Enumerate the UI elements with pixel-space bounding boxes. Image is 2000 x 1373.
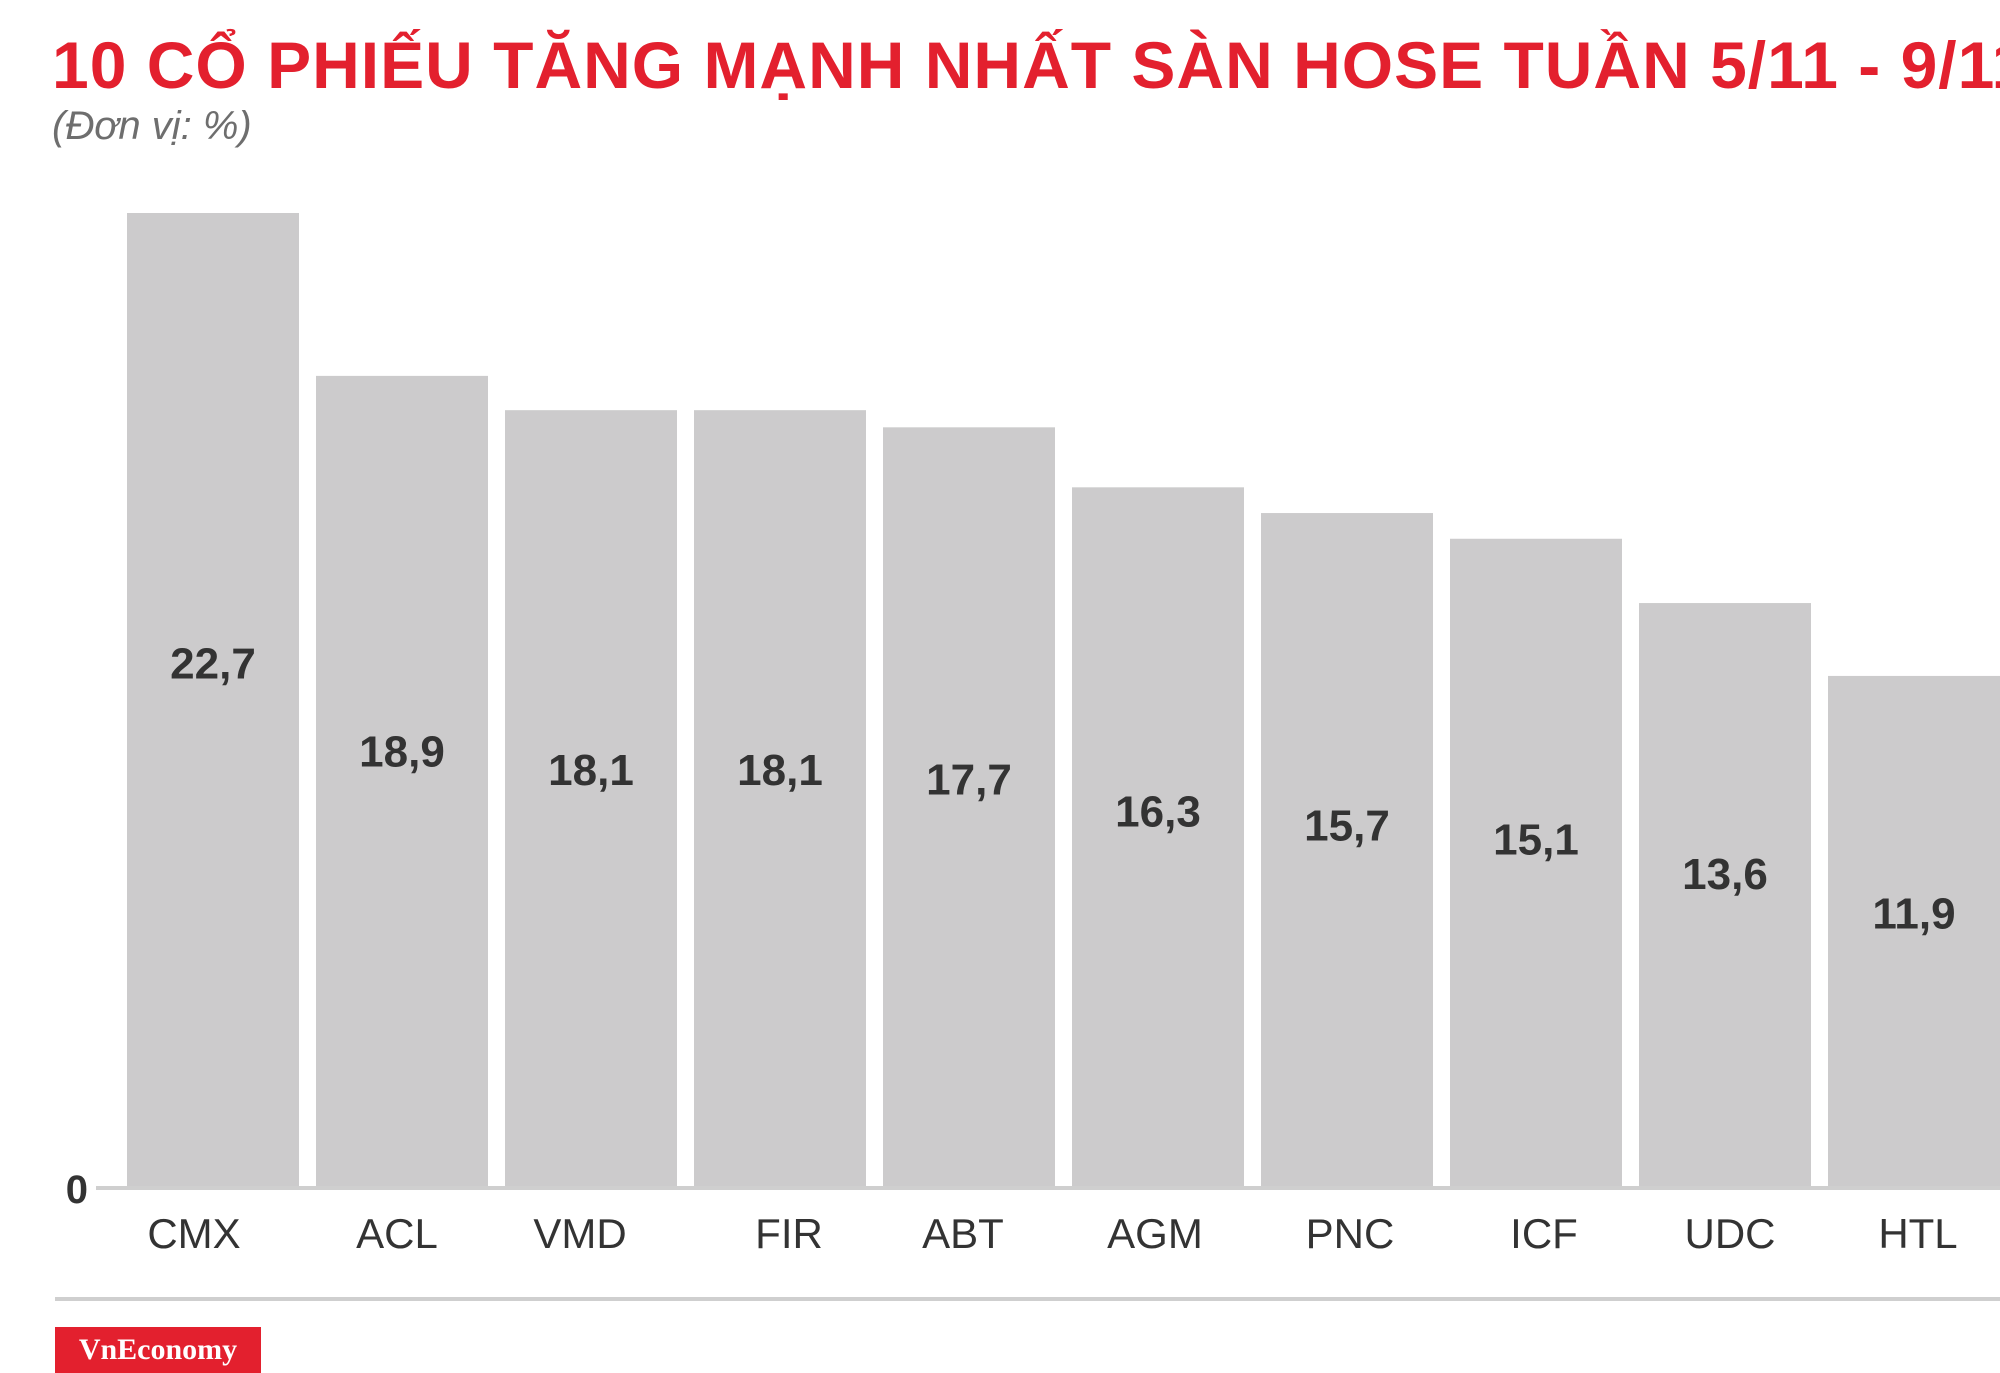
x-axis-category-label: AGM [1107,1210,1203,1257]
bar-value-label: 13,6 [1682,850,1768,899]
bar-htl [1828,675,2000,1186]
bar-value-label: 17,7 [926,755,1012,804]
bar-abt [883,427,1055,1187]
bar-value-label: 16,3 [1115,788,1201,837]
bar-vmd [505,410,677,1186]
bar-value-label: 18,1 [737,746,823,795]
bar-value-label: 18,1 [548,746,634,795]
bar-agm [1072,487,1244,1186]
bar-value-label: 18,9 [359,728,445,777]
x-axis-category-label: CMX [147,1210,240,1257]
x-axis-category-label: FIR [755,1210,823,1257]
footer-divider [55,1297,2000,1301]
bar-value-label: 15,7 [1304,802,1390,851]
labels-layer: 22,7 CMX 18,9 ACL 18,1 VMD 18,1 FIR 17,7 ABT 16,3 A… [147,640,1957,1257]
bar-value-label: 22,7 [170,640,256,689]
x-axis-category-label: UDC [1685,1210,1776,1257]
bar-value-label: 15,1 [1493,815,1579,864]
bar-acl [316,375,488,1186]
bar-value-label: 11,9 [1872,890,1955,939]
chart-title: 10 CỔ PHIẾU TĂNG MẠNH NHẤT SÀN HOSE TUẦN… [52,28,2000,102]
bar-fir [694,410,866,1186]
x-axis-category-label: ABT [922,1210,1004,1257]
bar-icf [1450,538,1622,1186]
chart-unit-label: (Đơn vị: %) [52,104,252,148]
bar-chart: 0 22,7 CMX 18,9 ACL 18,1 VMD 18,1 FIR 17,7 ABT 16,… [66,213,2000,1257]
x-axis-category-label: ICF [1510,1210,1578,1257]
x-axis-category-label: HTL [1878,1210,1957,1257]
x-axis-category-label: ACL [356,1210,438,1257]
bar-pnc [1261,513,1433,1186]
bars-layer [127,213,2000,1187]
bar-udc [1639,603,1811,1186]
bar-cmx [127,213,299,1186]
x-axis-category-label: PNC [1306,1210,1395,1257]
y-axis-tick-label: 0 [66,1168,88,1212]
vneconomy-logo: VnEconomy [55,1327,261,1373]
x-axis-category-label: VMD [533,1210,626,1257]
